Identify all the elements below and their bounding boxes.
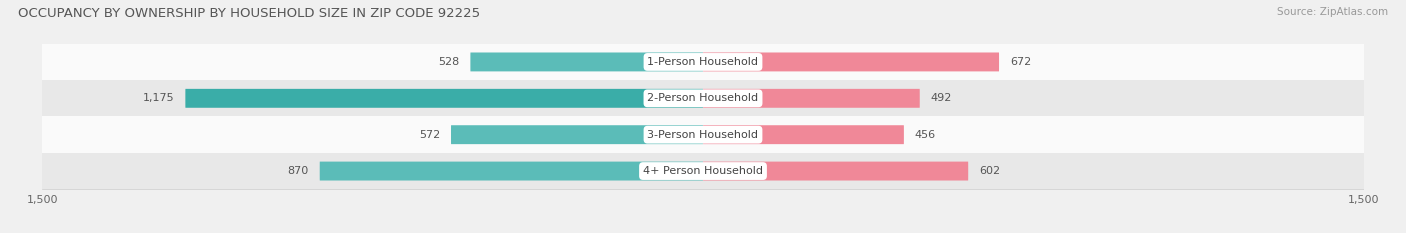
- FancyBboxPatch shape: [42, 80, 1364, 116]
- Text: 492: 492: [931, 93, 952, 103]
- Text: 870: 870: [287, 166, 309, 176]
- FancyBboxPatch shape: [42, 153, 1364, 189]
- Text: 2-Person Household: 2-Person Household: [647, 93, 759, 103]
- Text: Source: ZipAtlas.com: Source: ZipAtlas.com: [1277, 7, 1388, 17]
- FancyBboxPatch shape: [451, 125, 703, 144]
- Text: 1,175: 1,175: [143, 93, 174, 103]
- Text: 672: 672: [1010, 57, 1032, 67]
- FancyBboxPatch shape: [703, 89, 920, 108]
- Text: 456: 456: [915, 130, 936, 140]
- FancyBboxPatch shape: [471, 52, 703, 71]
- FancyBboxPatch shape: [319, 162, 703, 181]
- FancyBboxPatch shape: [703, 125, 904, 144]
- FancyBboxPatch shape: [703, 162, 969, 181]
- FancyBboxPatch shape: [42, 116, 1364, 153]
- Text: 1-Person Household: 1-Person Household: [648, 57, 758, 67]
- FancyBboxPatch shape: [186, 89, 703, 108]
- Text: 4+ Person Household: 4+ Person Household: [643, 166, 763, 176]
- Text: 3-Person Household: 3-Person Household: [648, 130, 758, 140]
- FancyBboxPatch shape: [42, 44, 1364, 80]
- Text: OCCUPANCY BY OWNERSHIP BY HOUSEHOLD SIZE IN ZIP CODE 92225: OCCUPANCY BY OWNERSHIP BY HOUSEHOLD SIZE…: [18, 7, 481, 20]
- Text: 528: 528: [439, 57, 460, 67]
- Text: 602: 602: [979, 166, 1000, 176]
- Text: 572: 572: [419, 130, 440, 140]
- FancyBboxPatch shape: [703, 52, 1000, 71]
